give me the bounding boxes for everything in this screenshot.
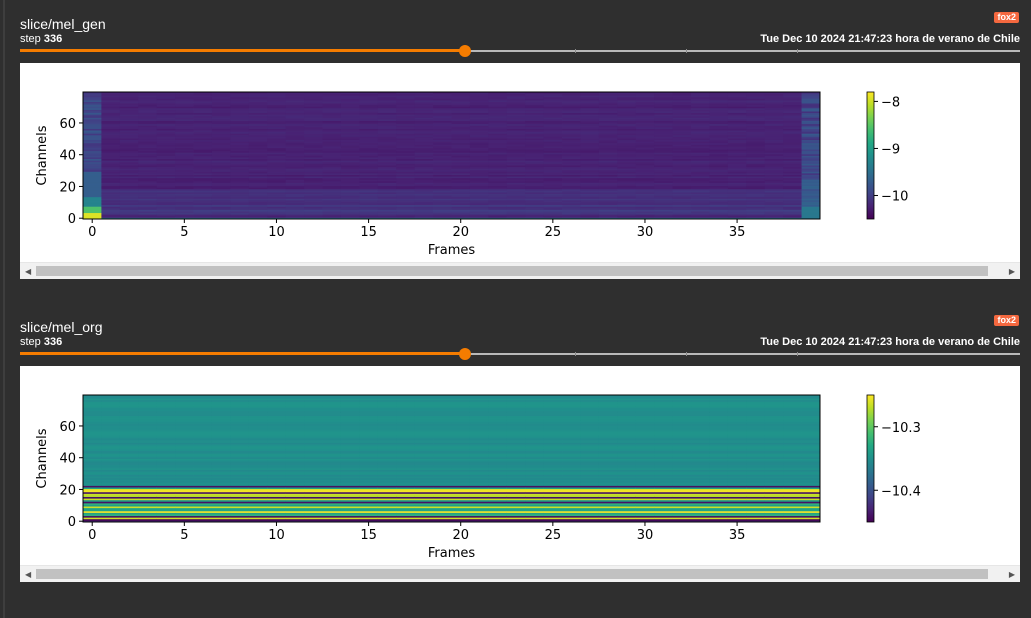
x-tick-label: 0 bbox=[88, 225, 96, 240]
x-axis-label: Frames bbox=[428, 546, 476, 561]
x-axis-label: Frames bbox=[428, 243, 476, 258]
left-panel-divider bbox=[3, 0, 5, 618]
scroll-left-icon[interactable]: ◀ bbox=[25, 267, 32, 276]
x-tick-label: 30 bbox=[637, 528, 654, 543]
y-tick-label: 40 bbox=[59, 452, 76, 467]
y-tick-label: 20 bbox=[59, 180, 76, 195]
colorbar bbox=[866, 394, 875, 523]
x-tick-label: 0 bbox=[88, 528, 96, 543]
x-tick-label: 5 bbox=[180, 225, 188, 240]
card-step: step 336 bbox=[20, 336, 63, 348]
colorbar-tick-label: −10.3 bbox=[881, 421, 921, 436]
plot-panel: 0 5 10 15 20 25 30 35 0 20 40 60 Frames Channels −8 −9 −… bbox=[20, 63, 1020, 279]
slider-tick bbox=[686, 352, 687, 356]
y-tick-label: 20 bbox=[59, 483, 76, 498]
colorbar bbox=[866, 91, 875, 220]
heatmap-cells bbox=[83, 395, 821, 523]
plot-frame bbox=[82, 91, 821, 220]
y-tick-label: 60 bbox=[59, 117, 76, 132]
x-tick-label: 15 bbox=[360, 528, 377, 543]
run-badge: fox2 bbox=[994, 315, 1019, 326]
step-slider[interactable] bbox=[20, 45, 1020, 57]
slider-fill bbox=[20, 352, 465, 355]
slider-tick bbox=[575, 49, 576, 53]
colorbar-tick-label: −10 bbox=[881, 189, 908, 204]
scroll-right-icon[interactable]: ▶ bbox=[1008, 267, 1015, 276]
scroll-right-icon[interactable]: ▶ bbox=[1008, 570, 1015, 579]
heatmap-chart: 0 5 10 15 20 25 30 35 0 20 40 60 Frames Channels −10.3… bbox=[35, 394, 921, 561]
y-tick-label: 0 bbox=[68, 515, 76, 530]
heatmap-chart: 0 5 10 15 20 25 30 35 0 20 40 60 Frames Channels −8 −9 −… bbox=[35, 91, 908, 258]
slider-tick bbox=[575, 352, 576, 356]
slider-thumb[interactable] bbox=[459, 348, 471, 360]
plot-panel: 0 5 10 15 20 25 30 35 0 20 40 60 Frames Channels −10.3… bbox=[20, 366, 1020, 582]
colorbar-tick-label: −8 bbox=[881, 95, 900, 110]
x-tick-label: 30 bbox=[637, 225, 654, 240]
x-tick-label: 20 bbox=[452, 225, 469, 240]
x-tick-label: 10 bbox=[268, 225, 285, 240]
scrollbar-thumb[interactable] bbox=[36, 569, 988, 579]
slider-tick bbox=[797, 49, 798, 53]
card-step: step 336 bbox=[20, 33, 63, 45]
run-badge: fox2 bbox=[994, 12, 1019, 23]
step-slider[interactable] bbox=[20, 348, 1020, 360]
plot-frame bbox=[82, 394, 821, 523]
x-tick-label: 35 bbox=[729, 528, 746, 543]
colorbar-tick-label: −10.4 bbox=[881, 484, 921, 499]
card-timestamp: Tue Dec 10 2024 21:47:23 hora de verano … bbox=[760, 33, 1020, 45]
step-value: 336 bbox=[43, 33, 63, 45]
x-tick-label: 15 bbox=[360, 225, 377, 240]
card-title: slice/mel_org bbox=[20, 319, 103, 335]
step-value: 336 bbox=[43, 336, 63, 348]
slider-rail bbox=[20, 50, 1020, 52]
x-tick-label: 35 bbox=[729, 225, 746, 240]
horizontal-scrollbar[interactable]: ◀ ▶ bbox=[20, 262, 1020, 279]
y-tick-label: 60 bbox=[59, 420, 76, 435]
x-tick-label: 25 bbox=[545, 225, 562, 240]
card-timestamp: Tue Dec 10 2024 21:47:23 hora de verano … bbox=[760, 336, 1020, 348]
y-tick-label: 40 bbox=[59, 149, 76, 164]
y-axis-label: Channels bbox=[35, 125, 50, 185]
x-tick-label: 20 bbox=[452, 528, 469, 543]
x-tick-label: 10 bbox=[268, 528, 285, 543]
scrollbar-thumb[interactable] bbox=[36, 266, 988, 276]
slider-tick bbox=[686, 49, 687, 53]
slider-tick bbox=[797, 352, 798, 356]
heatmap-cells bbox=[83, 92, 821, 220]
y-axis-label: Channels bbox=[35, 428, 50, 488]
colorbar-tick-label: −9 bbox=[881, 142, 900, 157]
slider-fill bbox=[20, 49, 465, 52]
card-title: slice/mel_gen bbox=[20, 16, 106, 32]
x-tick-label: 5 bbox=[180, 528, 188, 543]
slider-thumb[interactable] bbox=[459, 45, 471, 57]
x-tick-label: 25 bbox=[545, 528, 562, 543]
scroll-left-icon[interactable]: ◀ bbox=[25, 570, 32, 579]
horizontal-scrollbar[interactable]: ◀ ▶ bbox=[20, 565, 1020, 582]
slider-rail bbox=[20, 353, 1020, 355]
y-tick-label: 0 bbox=[68, 212, 76, 227]
